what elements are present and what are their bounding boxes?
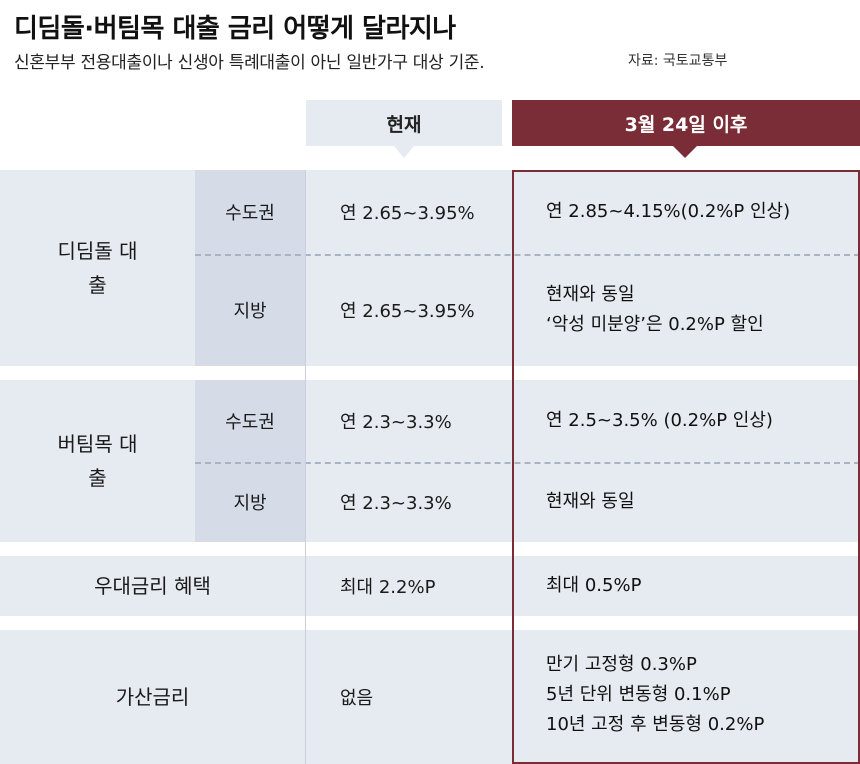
didimdol-local-new-line1: 현재와 동일: [546, 284, 635, 305]
group-beotimmok-label: 버팀목 대출: [57, 432, 138, 490]
didimdol-local-new-line2: ‘악성 미분양’은 0.2%P 할인: [546, 314, 764, 335]
band-surcharge: [0, 630, 860, 764]
region-didimdol-local: 지방: [195, 254, 305, 366]
surcharge-label: 가산금리: [115, 685, 190, 709]
preferential-label: 우대금리 혜택: [94, 574, 211, 598]
chart-title: 디딤돌·버팀목 대출 금리 어떻게 달라지나: [14, 14, 456, 44]
didimdol-local-current: 연 2.65~3.95%: [340, 301, 475, 322]
beotimmok-capital-new-text: 연 2.5~3.5% (0.2%P 인상): [546, 410, 773, 431]
surcharge-new-line1: 만기 고정형 0.3%P: [546, 654, 697, 675]
band-beotimmok: [0, 380, 860, 542]
group-beotimmok: 버팀목 대출: [0, 380, 195, 542]
beotimmok-capital-new: 연 2.5~3.5% (0.2%P 인상): [512, 380, 860, 462]
header-current: 현재: [306, 100, 502, 158]
didimdol-capital-new-text: 연 2.85~4.15%(0.2%P 인상): [546, 201, 791, 222]
source-credit: 자료: 국토교통부: [628, 53, 728, 69]
region-beotimmok-capital: 수도권: [195, 380, 305, 462]
preferential-current: 최대 2.2%P: [340, 577, 436, 598]
surcharge-new-line3: 10년 고정 후 변동형 0.2%P: [546, 714, 765, 735]
beotimmok-local-new-text: 현재와 동일: [546, 491, 635, 512]
column-divider: [305, 170, 306, 764]
surcharge-current: 없음: [340, 688, 374, 709]
divider-beotimmok: [195, 462, 860, 464]
surcharge-new: 만기 고정형 0.3%P 5년 단위 변동형 0.1%P 10년 고정 후 변동…: [512, 630, 860, 760]
region-beotimmok-local: 지방: [195, 462, 305, 542]
region-didimdol-capital: 수도권: [195, 170, 305, 254]
highlight-frame: [512, 170, 860, 764]
beotimmok-capital-current: 연 2.3~3.3%: [340, 412, 452, 433]
beotimmok-local-current: 연 2.3~3.3%: [340, 493, 452, 514]
header-new: 3월 24일 이후: [512, 100, 860, 158]
surcharge-new-line2: 5년 단위 변동형 0.1%P: [546, 684, 731, 705]
divider-didimdol: [195, 254, 860, 256]
group-didimdol-label: 디딤돌 대출: [57, 239, 138, 297]
subtitle: 신혼부부 전용대출이나 신생아 특례대출이 아닌 일반가구 대상 기준.: [14, 53, 485, 73]
band-preferential: [0, 556, 860, 616]
group-didimdol: 디딤돌 대출: [0, 170, 195, 366]
beotimmok-local-new: 현재와 동일: [512, 462, 860, 542]
band-didimdol: [0, 170, 860, 366]
didimdol-local-new: 현재와 동일 ‘악성 미분양’은 0.2%P 할인: [512, 254, 860, 366]
didimdol-capital-new: 연 2.85~4.15%(0.2%P 인상): [512, 170, 860, 254]
preferential-new-text: 최대 0.5%P: [546, 575, 642, 596]
preferential-new: 최대 0.5%P: [512, 556, 860, 616]
didimdol-capital-current: 연 2.65~3.95%: [340, 203, 475, 224]
